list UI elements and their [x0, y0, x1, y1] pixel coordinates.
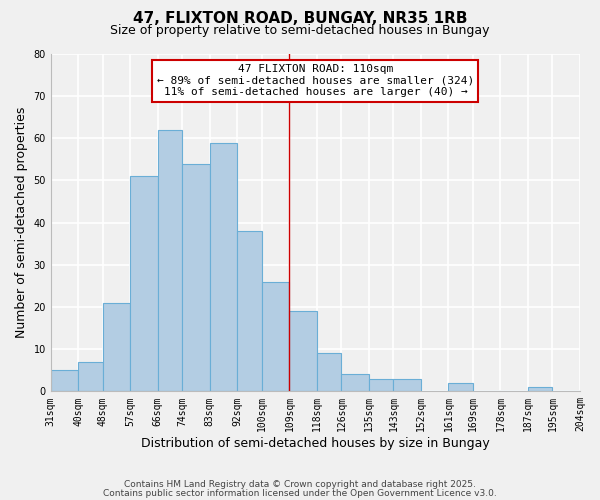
Text: 47, FLIXTON ROAD, BUNGAY, NR35 1RB: 47, FLIXTON ROAD, BUNGAY, NR35 1RB: [133, 11, 467, 26]
Bar: [369, 378, 394, 392]
Bar: [130, 176, 158, 392]
Bar: [182, 164, 210, 392]
Text: Size of property relative to semi-detached houses in Bungay: Size of property relative to semi-detach…: [110, 24, 490, 37]
Bar: [103, 303, 130, 392]
Bar: [341, 374, 369, 392]
X-axis label: Distribution of semi-detached houses by size in Bungay: Distribution of semi-detached houses by …: [141, 437, 490, 450]
Bar: [317, 354, 341, 392]
Bar: [448, 383, 473, 392]
Text: 47 FLIXTON ROAD: 110sqm
← 89% of semi-detached houses are smaller (324)
11% of s: 47 FLIXTON ROAD: 110sqm ← 89% of semi-de…: [157, 64, 474, 98]
Bar: [158, 130, 182, 392]
Y-axis label: Number of semi-detached properties: Number of semi-detached properties: [15, 107, 28, 338]
Text: Contains HM Land Registry data © Crown copyright and database right 2025.: Contains HM Land Registry data © Crown c…: [124, 480, 476, 489]
Bar: [289, 311, 317, 392]
Bar: [262, 282, 289, 392]
Bar: [51, 370, 79, 392]
Bar: [210, 142, 238, 392]
Bar: [238, 231, 262, 392]
Bar: [528, 387, 553, 392]
Bar: [394, 378, 421, 392]
Text: Contains public sector information licensed under the Open Government Licence v3: Contains public sector information licen…: [103, 488, 497, 498]
Bar: [79, 362, 103, 392]
